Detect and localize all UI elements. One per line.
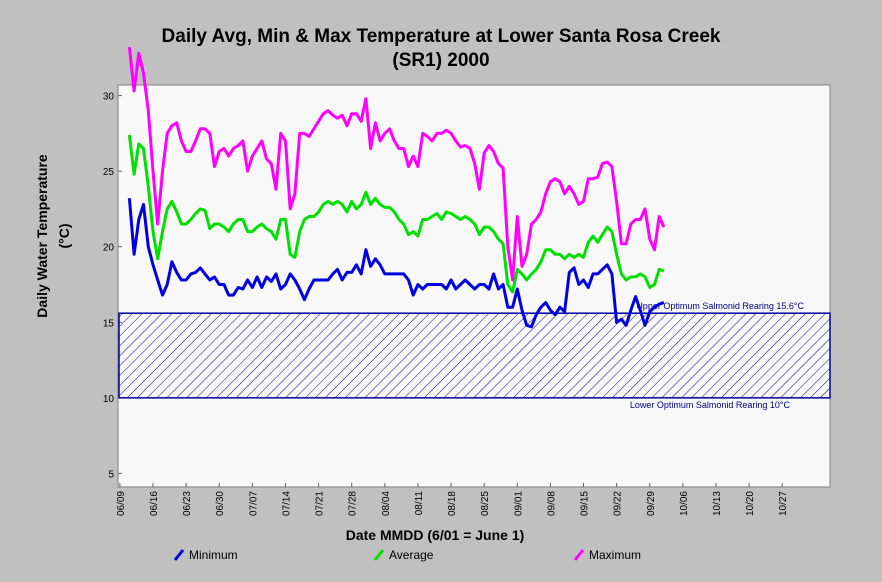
y-tick-label: 15 <box>103 318 115 329</box>
y-tick-label: 10 <box>103 394 115 405</box>
x-tick-label: 06/23 <box>182 491 193 516</box>
band-annotation: Lower Optimum Salmonid Rearing 10°C <box>630 400 791 410</box>
legend-swatch <box>173 549 185 561</box>
legend-label: Average <box>389 548 434 562</box>
y-tick-label: 5 <box>108 469 114 480</box>
x-tick-label: 08/11 <box>414 491 425 516</box>
optimum-band <box>118 312 831 399</box>
x-tick-label: 08/04 <box>381 491 392 516</box>
x-tick-label: 07/07 <box>248 491 259 516</box>
x-tick-label: 10/06 <box>679 491 690 516</box>
x-tick-label: 10/20 <box>745 491 756 516</box>
x-tick-label: 06/09 <box>116 491 127 516</box>
y-axis-title: (°C) <box>56 223 72 248</box>
x-tick-label: 09/01 <box>513 491 524 516</box>
x-tick-label: 09/29 <box>646 491 657 516</box>
x-tick-label: 09/15 <box>580 491 591 516</box>
x-tick-label: 08/25 <box>480 491 491 516</box>
x-tick-label: 06/30 <box>215 491 226 516</box>
x-tick-label: 08/18 <box>447 491 458 516</box>
series-line <box>127 134 665 294</box>
x-tick-label: 10/27 <box>778 491 789 516</box>
x-tick-label: 07/21 <box>315 491 326 516</box>
legend-swatch <box>373 549 385 561</box>
x-tick-label: 07/28 <box>348 491 359 516</box>
chart-title: (SR1) 2000 <box>392 50 489 71</box>
series-line <box>127 47 666 282</box>
legend-swatch <box>573 549 585 561</box>
x-tick-label: 07/14 <box>281 491 292 516</box>
x-tick-label: 09/22 <box>613 491 624 516</box>
chart-title: Daily Avg, Min & Max Temperature at Lowe… <box>162 26 721 47</box>
series-line <box>127 198 665 329</box>
y-tick-label: 20 <box>103 243 115 254</box>
x-tick-label: 06/16 <box>149 491 160 516</box>
legend-label: Minimum <box>189 548 238 562</box>
plot-area <box>117 84 831 488</box>
x-tick-label: 10/13 <box>712 491 723 516</box>
y-tick-label: 30 <box>103 92 115 103</box>
y-axis-title: Daily Water Temperature <box>34 154 50 318</box>
band-annotation: Upper Optimum Salmonid Rearing 15.6°C <box>636 301 804 311</box>
x-axis-title: Date MMDD (6/01 = June 1) <box>346 527 525 543</box>
legend-label: Maximum <box>589 548 641 562</box>
y-tick-label: 25 <box>103 167 115 178</box>
x-tick-label: 09/08 <box>546 491 557 516</box>
